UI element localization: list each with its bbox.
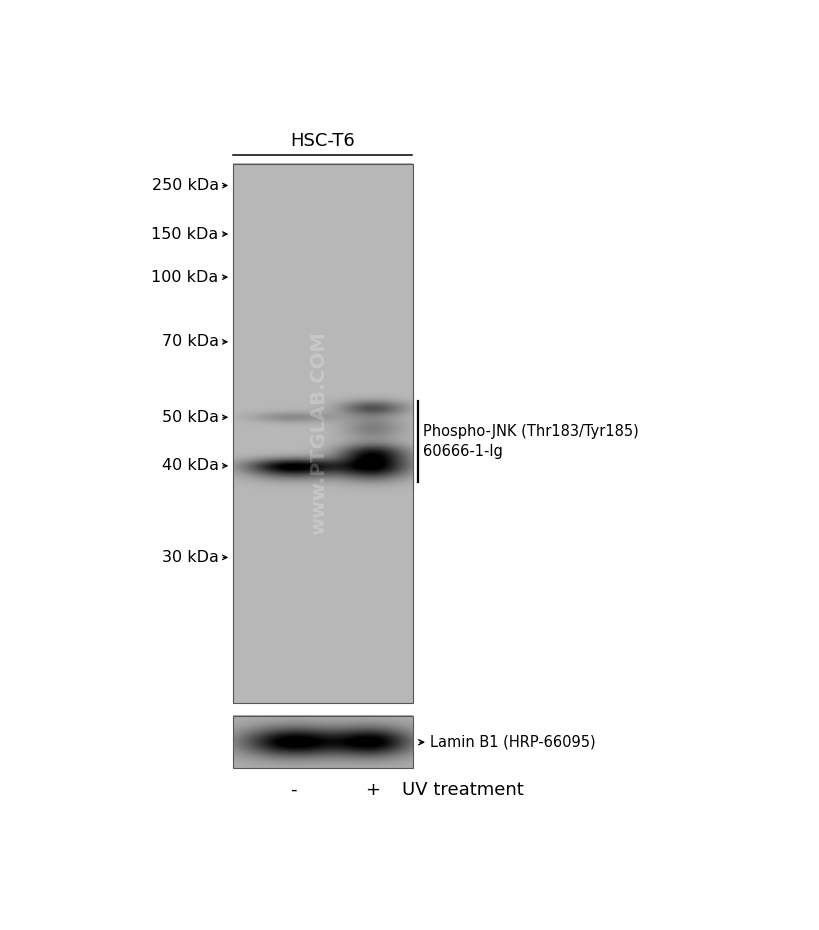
Bar xyxy=(233,716,412,768)
Text: 50 kDa: 50 kDa xyxy=(161,410,219,425)
Text: www.PTGLAB.COM: www.PTGLAB.COM xyxy=(309,332,328,536)
Bar xyxy=(233,164,412,703)
Text: 70 kDa: 70 kDa xyxy=(161,334,219,350)
Text: UV treatment: UV treatment xyxy=(402,781,523,799)
Text: HSC-T6: HSC-T6 xyxy=(290,132,355,150)
Text: 60666-1-Ig: 60666-1-Ig xyxy=(423,444,503,458)
Text: 100 kDa: 100 kDa xyxy=(152,270,219,285)
Text: -: - xyxy=(290,781,296,799)
Text: +: + xyxy=(365,781,380,799)
Text: Lamin B1 (HRP-66095): Lamin B1 (HRP-66095) xyxy=(429,735,595,750)
Text: 150 kDa: 150 kDa xyxy=(152,227,219,242)
Text: 40 kDa: 40 kDa xyxy=(161,458,219,473)
Text: 250 kDa: 250 kDa xyxy=(152,178,219,193)
Text: Phospho-JNK (Thr183/Tyr185): Phospho-JNK (Thr183/Tyr185) xyxy=(423,424,638,439)
Text: 30 kDa: 30 kDa xyxy=(161,550,219,565)
